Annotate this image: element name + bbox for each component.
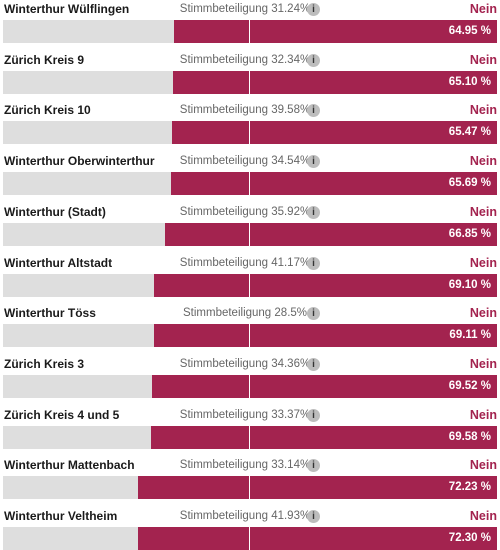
nein-bar <box>153 324 497 348</box>
result-label: Nein <box>469 509 497 523</box>
region-name: Winterthur (Stadt) <box>4 204 106 219</box>
nein-percent: 65.69 % <box>448 177 491 190</box>
nein-bar <box>164 222 497 246</box>
nein-bar <box>171 121 497 145</box>
result-label: Nein <box>469 52 497 67</box>
turnout: Stimmbeteiligung 34.36% <box>179 357 311 370</box>
turnout: Stimmbeteiligung 33.37% <box>179 408 311 421</box>
bar-track: 66.85 % <box>3 222 497 246</box>
majority-line <box>249 20 250 43</box>
bar-track: 65.10 % <box>3 70 497 94</box>
nein-percent: 66.85 % <box>448 227 491 240</box>
result-label: Nein <box>469 407 497 422</box>
turnout: Stimmbeteiligung 32.34% <box>179 53 311 66</box>
majority-line <box>249 374 250 398</box>
nein-bar <box>174 20 497 43</box>
info-icon[interactable]: i <box>307 510 320 523</box>
bar-track: 65.69 % <box>3 172 497 196</box>
info-icon[interactable]: i <box>307 307 320 321</box>
majority-line <box>249 70 250 94</box>
region-name: Winterthur Mattenbach <box>4 458 135 473</box>
region-name: Winterthur Veltheim <box>4 509 118 523</box>
region-name: Zürich Kreis 4 und 5 <box>4 407 120 422</box>
turnout: Stimmbeteiligung 31.24% <box>179 3 311 15</box>
bar-track: 65.47 % <box>3 121 497 145</box>
bar-track: 64.95 % <box>3 20 497 43</box>
result-label: Nein <box>469 2 497 16</box>
region-name: Winterthur Wülflingen <box>4 2 130 16</box>
bar-track: 69.58 % <box>3 425 497 449</box>
region-name: Zürich Kreis 10 <box>4 103 91 118</box>
bar-track: 69.11 % <box>3 324 497 348</box>
info-icon[interactable]: i <box>307 53 320 67</box>
bar-track: 72.30 % <box>3 527 497 550</box>
majority-line <box>249 476 250 500</box>
info-icon[interactable]: i <box>307 155 320 169</box>
result-label: Nein <box>469 204 497 219</box>
turnout: Stimmbeteiligung 35.92% <box>179 205 311 218</box>
result-label: Nein <box>469 356 497 371</box>
majority-line <box>249 273 250 297</box>
result-label: Nein <box>469 255 497 270</box>
turnout: Stimmbeteiligung 41.93% <box>179 510 311 522</box>
result-label: Nein <box>469 458 497 473</box>
region-name: Winterthur Altstadt <box>4 255 113 270</box>
nein-percent: 65.47 % <box>448 126 491 139</box>
majority-line <box>249 222 250 246</box>
info-icon[interactable]: i <box>307 459 320 473</box>
nein-bar <box>138 476 497 500</box>
nein-bar <box>170 172 497 196</box>
nein-bar <box>153 273 497 297</box>
info-icon[interactable]: i <box>307 205 320 219</box>
nein-bar <box>151 374 497 398</box>
nein-bar <box>137 527 497 550</box>
majority-line <box>249 527 250 550</box>
info-icon[interactable]: i <box>307 408 320 422</box>
nein-percent: 72.23 % <box>448 481 491 494</box>
turnout: Stimmbeteiligung 34.54% <box>179 155 311 168</box>
bar-track: 69.52 % <box>3 374 497 398</box>
nein-bar <box>173 70 497 94</box>
turnout: Stimmbeteiligung 39.58% <box>179 104 311 117</box>
result-label: Nein <box>469 103 497 118</box>
region-name: Winterthur Oberwinterthur <box>4 154 155 169</box>
nein-percent: 69.11 % <box>449 329 491 342</box>
region-name: Zürich Kreis 9 <box>4 52 85 67</box>
info-icon[interactable]: i <box>307 3 320 16</box>
result-label: Nein <box>469 154 497 169</box>
info-icon[interactable]: i <box>307 256 320 270</box>
turnout: Stimmbeteiligung 28.5% <box>182 307 308 320</box>
region-name: Zürich Kreis 3 <box>4 356 85 371</box>
majority-line <box>249 121 250 145</box>
info-icon[interactable]: i <box>307 357 320 371</box>
info-icon[interactable]: i <box>307 104 320 118</box>
nein-percent: 65.10 % <box>448 75 491 88</box>
result-label: Nein <box>469 306 497 321</box>
bar-track: 69.10 % <box>3 273 497 297</box>
region-name: Winterthur Töss <box>4 306 96 321</box>
bar-track: 72.23 % <box>3 476 497 500</box>
nein-bar <box>151 425 497 449</box>
nein-percent: 69.52 % <box>448 379 491 392</box>
nein-percent: 69.58 % <box>448 430 491 443</box>
majority-line <box>249 324 250 348</box>
turnout: Stimmbeteiligung 33.14% <box>179 459 311 472</box>
nein-percent: 72.30 % <box>448 532 491 544</box>
nein-percent: 64.95 % <box>448 25 491 37</box>
majority-line <box>249 172 250 196</box>
nein-percent: 69.10 % <box>448 278 491 291</box>
majority-line <box>249 425 250 449</box>
turnout: Stimmbeteiligung 41.17% <box>179 256 311 269</box>
